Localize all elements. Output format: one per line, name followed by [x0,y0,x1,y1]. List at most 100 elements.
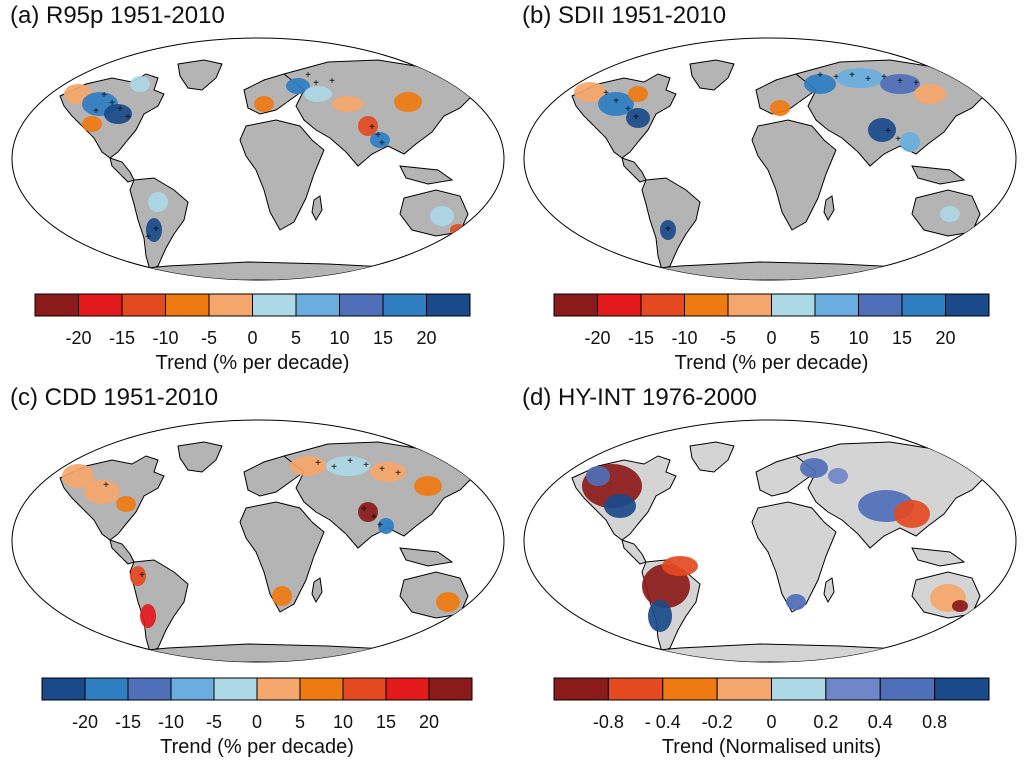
significance-marker: + [379,138,385,149]
trend-patch [104,104,132,124]
colorbar-tick-label: -0.8 [592,712,624,732]
landmass-south-america [129,559,189,653]
landmass-africa [751,119,837,231]
colorbar-tick-label: 0 [766,328,777,348]
colorbar-tick-label: -5 [205,712,223,732]
world-map: +++++++ ++++++ [11,37,505,281]
colorbar-tick-label: 20 [418,712,440,732]
colorbar-swatch [879,677,936,701]
colorbar-swatch [84,677,129,701]
landmass-central-america [621,157,647,183]
trend-patch [140,604,156,628]
trend-patch [286,78,310,94]
significance-marker: + [315,458,321,469]
landmass-central-america [109,157,135,183]
trend-patch [358,502,378,522]
trend-patch [626,108,650,128]
colorbar-tick-label: -20 [71,712,99,732]
colorbar-tick-label: -5 [200,328,218,348]
significance-marker: + [117,104,123,115]
colorbar-tick-label: 0.2 [813,712,839,732]
colorbar-swatch [299,677,344,701]
colorbar: -20 -15 -10 -5 0 5 10 15 20 Trend (% per decade) [41,677,473,770]
colorbar-swatch [208,293,253,317]
colorbar-swatch [170,677,215,701]
landmass-new-zealand [993,607,1005,630]
significance-marker: + [361,504,367,515]
landmass-central-america [621,539,647,565]
world-map: + ++ + + ++++++ [11,419,505,663]
colorbar-ticks: -20 -15 -10 -5 0 5 10 15 20 [554,328,989,350]
colorbar-swatch [339,293,384,317]
colorbar-swatch [121,293,166,317]
colorbar-swatch [78,293,123,317]
colorbar-swatch [428,677,473,701]
colorbar-tick-label: 0.8 [922,712,948,732]
colorbar-swatch [771,677,827,701]
colorbar-tick-label: 10 [848,328,869,348]
colorbar-label: Trend (Normalised units) [661,736,882,758]
significance-marker: + [849,70,855,81]
colorbar-ticks: -0.8 - 0.4 -0.2 0 0.2 0.4 0.8 [554,712,989,734]
panel-b-sdii: (b) SDII 1951-2010 + + + + + + + + + + + + + + -20 -15… [512,0,1024,381]
colorbar-swatch [41,677,86,701]
significance-marker: + [913,78,919,89]
colorbar-swatch [771,293,816,317]
colorbar: -20 -15 -10 -5 0 5 10 15 20 Trend (% per decade) [34,293,471,386]
colorbar-swatch [34,293,79,317]
landmass-indonesia [399,547,454,567]
landmass-indonesia [911,547,966,567]
colorbar-tick-label: -10 [152,328,179,348]
colorbar-tick-label: 10 [332,712,354,732]
significance-marker: + [379,464,385,475]
trend-patch [648,600,672,632]
colorbar-tick-label: 5 [809,328,821,348]
trend-patch [326,456,370,476]
colorbar: -20 -15 -10 -5 0 5 10 15 20 Trend (% per decade) [553,293,990,386]
colorbar-tick-label: 15 [372,328,394,348]
landmass-greenland [689,441,735,473]
significance-marker: + [375,130,381,141]
colorbar-tick-label: 0 [247,328,258,348]
colorbar-swatch [825,677,881,701]
colorbar-tick-label: 20 [935,328,956,348]
trend-patch [914,84,946,104]
colorbar-tick-label: -10 [157,712,185,732]
trend-patch [660,220,676,240]
landmass-indonesia [911,165,966,185]
trend-patch [900,132,920,152]
colorbar-swatch [662,677,718,701]
trend-patch [800,458,828,478]
landmass-africa [239,119,325,231]
colorbar-label: Trend (% per decade) [160,736,354,758]
colorbar-tick-label: -15 [627,328,655,348]
trend-patch [868,118,896,142]
world-map: +++++ + + + + + ++++ [523,37,1017,281]
significance-marker: + [331,462,337,473]
significance-marker: + [625,104,631,115]
colorbar-swatch [716,677,772,701]
landmass-africa [239,501,325,613]
trend-patch [146,218,162,242]
colorbar-swatch [814,293,859,317]
panel-title: (b) SDII 1951-2010 [522,2,727,29]
colorbar-tick-label: -20 [584,328,611,348]
colorbar-swatch [553,293,598,317]
landmass-greenland [177,441,223,473]
colorbar-swatch [295,293,340,317]
trend-patch [130,76,150,92]
trend-patch [82,116,102,132]
trend-patch [786,594,806,610]
trend-patch [836,68,884,88]
colorbar-swatch [607,677,664,701]
significance-marker: + [895,134,901,145]
colorbar-swatch [385,677,430,701]
colorbar-ticks: -20 -15 -10 -5 0 5 10 15 20 [35,328,470,350]
colorbar-tick-label: 0 [766,712,777,732]
landmass-madagascar [311,195,323,222]
trend-patch [84,480,120,504]
landmass-greenland [177,59,223,91]
colorbar-ticks: -20 -15 -10 -5 0 5 10 15 20 [42,712,472,734]
significance-marker: + [613,96,619,107]
significance-marker: + [817,70,823,81]
